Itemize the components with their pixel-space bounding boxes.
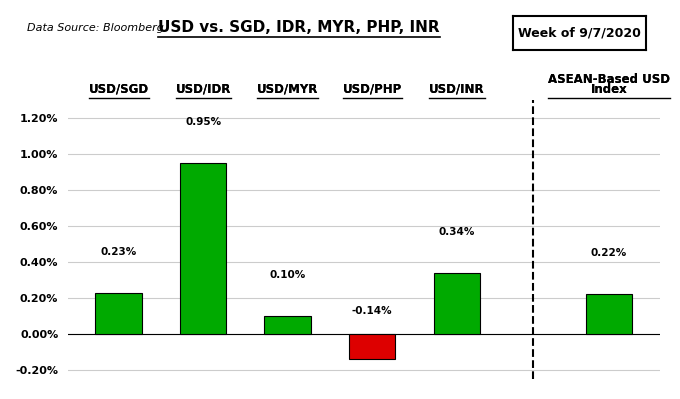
Text: USD/SGD: USD/SGD — [88, 83, 149, 96]
Text: USD/INR: USD/INR — [429, 83, 485, 96]
Text: USD/MYR: USD/MYR — [257, 83, 318, 96]
Text: -0.14%: -0.14% — [352, 306, 392, 316]
Text: ASEAN-Based USD: ASEAN-Based USD — [548, 73, 670, 86]
Text: 0.10%: 0.10% — [269, 270, 306, 280]
Text: USD/IDR: USD/IDR — [175, 83, 231, 96]
Bar — [349, 334, 396, 359]
Bar — [585, 294, 632, 334]
Text: USD/SGD: USD/SGD — [88, 83, 149, 96]
Text: 0.23%: 0.23% — [101, 247, 137, 257]
Text: USD/PHP: USD/PHP — [343, 83, 402, 96]
Text: 0.34%: 0.34% — [439, 227, 475, 237]
Text: USD/PHP: USD/PHP — [343, 83, 402, 96]
Bar — [434, 273, 480, 334]
Text: Index: Index — [590, 83, 627, 96]
Text: Index: Index — [590, 83, 627, 96]
Text: 0.95%: 0.95% — [185, 117, 221, 127]
Text: 0.22%: 0.22% — [591, 248, 627, 258]
Text: ASEAN-Based USD: ASEAN-Based USD — [548, 73, 670, 86]
Text: USD vs. SGD, IDR, MYR, PHP, INR: USD vs. SGD, IDR, MYR, PHP, INR — [158, 20, 440, 36]
Text: USD/IDR: USD/IDR — [175, 83, 231, 96]
Text: USD/MYR: USD/MYR — [257, 83, 318, 96]
Bar — [265, 316, 311, 334]
Text: Week of 9/7/2020: Week of 9/7/2020 — [518, 26, 641, 40]
Bar — [95, 292, 142, 334]
Bar — [180, 163, 226, 334]
Text: Data Source: Bloomberg: Data Source: Bloomberg — [27, 23, 164, 33]
Text: USD/INR: USD/INR — [429, 83, 485, 96]
